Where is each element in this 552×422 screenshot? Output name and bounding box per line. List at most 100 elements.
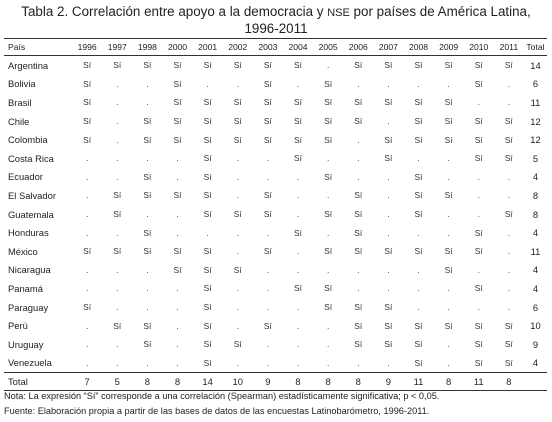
year-cell: Sí bbox=[474, 116, 483, 127]
header-year: 2000 bbox=[162, 38, 193, 56]
year-cell: . bbox=[85, 283, 89, 294]
year-cell: . bbox=[326, 153, 330, 164]
year-cell: Sí bbox=[263, 190, 272, 201]
year-cell: Sí bbox=[143, 339, 152, 350]
year-cell: . bbox=[266, 339, 270, 350]
year-total: 8 bbox=[343, 372, 374, 392]
year-cell: . bbox=[176, 227, 179, 238]
year-cell: Sí bbox=[233, 264, 242, 275]
year-cell: Sí bbox=[354, 302, 363, 313]
country-name: Bolivia bbox=[8, 78, 36, 90]
year-cell: Sí bbox=[143, 60, 152, 71]
year-cell: . bbox=[357, 153, 360, 164]
year-cell: Sí bbox=[233, 339, 242, 350]
header-total: Total bbox=[523, 38, 547, 56]
year-total: 8 bbox=[132, 372, 163, 392]
year-cell: . bbox=[85, 339, 89, 350]
year-cell: Sí bbox=[203, 153, 212, 164]
year-cell: . bbox=[146, 153, 149, 164]
year-cell: . bbox=[447, 153, 450, 164]
year-cell: . bbox=[116, 339, 119, 350]
year-cell: Sí bbox=[263, 116, 272, 127]
year-cell: Sí bbox=[113, 209, 122, 220]
year-cell: Sí bbox=[83, 97, 92, 108]
year-cell: Sí bbox=[444, 264, 453, 275]
year-cell: . bbox=[85, 227, 89, 238]
year-cell: . bbox=[387, 78, 390, 89]
year-cell: . bbox=[146, 357, 149, 368]
year-cell: . bbox=[326, 339, 330, 350]
year-cell: . bbox=[266, 264, 270, 275]
year-cell: . bbox=[296, 264, 300, 275]
year-total: 11 bbox=[463, 372, 494, 392]
year-cell: . bbox=[146, 209, 149, 220]
header-year: 2002 bbox=[222, 38, 253, 56]
year-total: 14 bbox=[192, 372, 223, 392]
year-cell: Sí bbox=[294, 153, 302, 164]
year-cell: Sí bbox=[143, 320, 152, 331]
year-cell: Sí bbox=[324, 283, 333, 294]
year-cell: . bbox=[266, 171, 270, 182]
year-cell: . bbox=[326, 264, 330, 275]
year-cell: . bbox=[326, 357, 330, 368]
note-source: Fuente: Elaboración propia a partir de l… bbox=[4, 406, 430, 416]
header-year: 1996 bbox=[72, 38, 103, 56]
year-cell: . bbox=[387, 209, 390, 220]
year-cell: . bbox=[146, 97, 149, 108]
year-cell: Sí bbox=[143, 171, 152, 182]
year-cell: . bbox=[236, 227, 239, 238]
year-cell: . bbox=[477, 97, 480, 108]
header-year: 2006 bbox=[343, 38, 374, 56]
year-cell: Sí bbox=[203, 97, 212, 108]
year-cell: Sí bbox=[354, 320, 363, 331]
year-cell: Sí bbox=[354, 209, 363, 220]
table-notes: Nota: La expresión “Sí” corresponde a un… bbox=[4, 389, 439, 419]
title-nse: NSE bbox=[327, 7, 350, 19]
year-cell: Sí bbox=[203, 320, 212, 331]
year-cell: Sí bbox=[294, 60, 302, 71]
row-total: 6 bbox=[532, 78, 539, 90]
year-cell: Sí bbox=[203, 134, 212, 145]
total-row: Total 7 5 8 8 14 10 9 8 8 8 9 11 8 11 8 bbox=[4, 372, 547, 392]
year-cell: . bbox=[236, 190, 239, 201]
year-cell: Sí bbox=[354, 116, 363, 127]
year-total: 8 bbox=[282, 372, 314, 392]
year-cell: Sí bbox=[324, 302, 333, 313]
year-cell: Sí bbox=[354, 60, 363, 71]
year-cell: Sí bbox=[414, 209, 423, 220]
year-cell: . bbox=[176, 357, 179, 368]
year-cell: . bbox=[85, 264, 89, 275]
year-cell: . bbox=[447, 302, 450, 313]
year-cell: . bbox=[357, 283, 360, 294]
year-cell: Sí bbox=[143, 134, 152, 145]
header-year: 1998 bbox=[132, 38, 163, 56]
year-cell: . bbox=[387, 190, 390, 201]
year-cell: Sí bbox=[263, 134, 272, 145]
year-cell: . bbox=[176, 171, 179, 182]
year-cell: . bbox=[116, 264, 119, 275]
year-total: 7 bbox=[72, 372, 103, 392]
year-cell: . bbox=[387, 283, 390, 294]
country-name: Colombia bbox=[8, 134, 48, 146]
row-total: 8 bbox=[532, 208, 539, 220]
year-cell: . bbox=[236, 171, 239, 182]
year-cell: Sí bbox=[414, 134, 423, 145]
year-cell: Sí bbox=[474, 60, 483, 71]
year-cell: Sí bbox=[474, 78, 483, 89]
year-total: 8 bbox=[493, 372, 524, 392]
year-cell: Sí bbox=[294, 227, 302, 238]
country-name: México bbox=[8, 245, 38, 257]
year-cell: . bbox=[447, 78, 450, 89]
year-total: 10 bbox=[222, 372, 253, 392]
year-cell: Sí bbox=[354, 227, 363, 238]
year-cell: Sí bbox=[504, 357, 513, 368]
title-text: Tabla 2. Correlación entre apoyo a la de… bbox=[21, 4, 328, 19]
year-cell: . bbox=[296, 246, 300, 257]
header-year: 2010 bbox=[463, 38, 494, 56]
year-cell: . bbox=[447, 227, 450, 238]
year-cell: Sí bbox=[324, 171, 333, 182]
year-cell: Sí bbox=[233, 97, 242, 108]
year-cell: . bbox=[387, 171, 390, 182]
year-cell: . bbox=[85, 209, 89, 220]
header-year: 2011 bbox=[493, 38, 524, 56]
